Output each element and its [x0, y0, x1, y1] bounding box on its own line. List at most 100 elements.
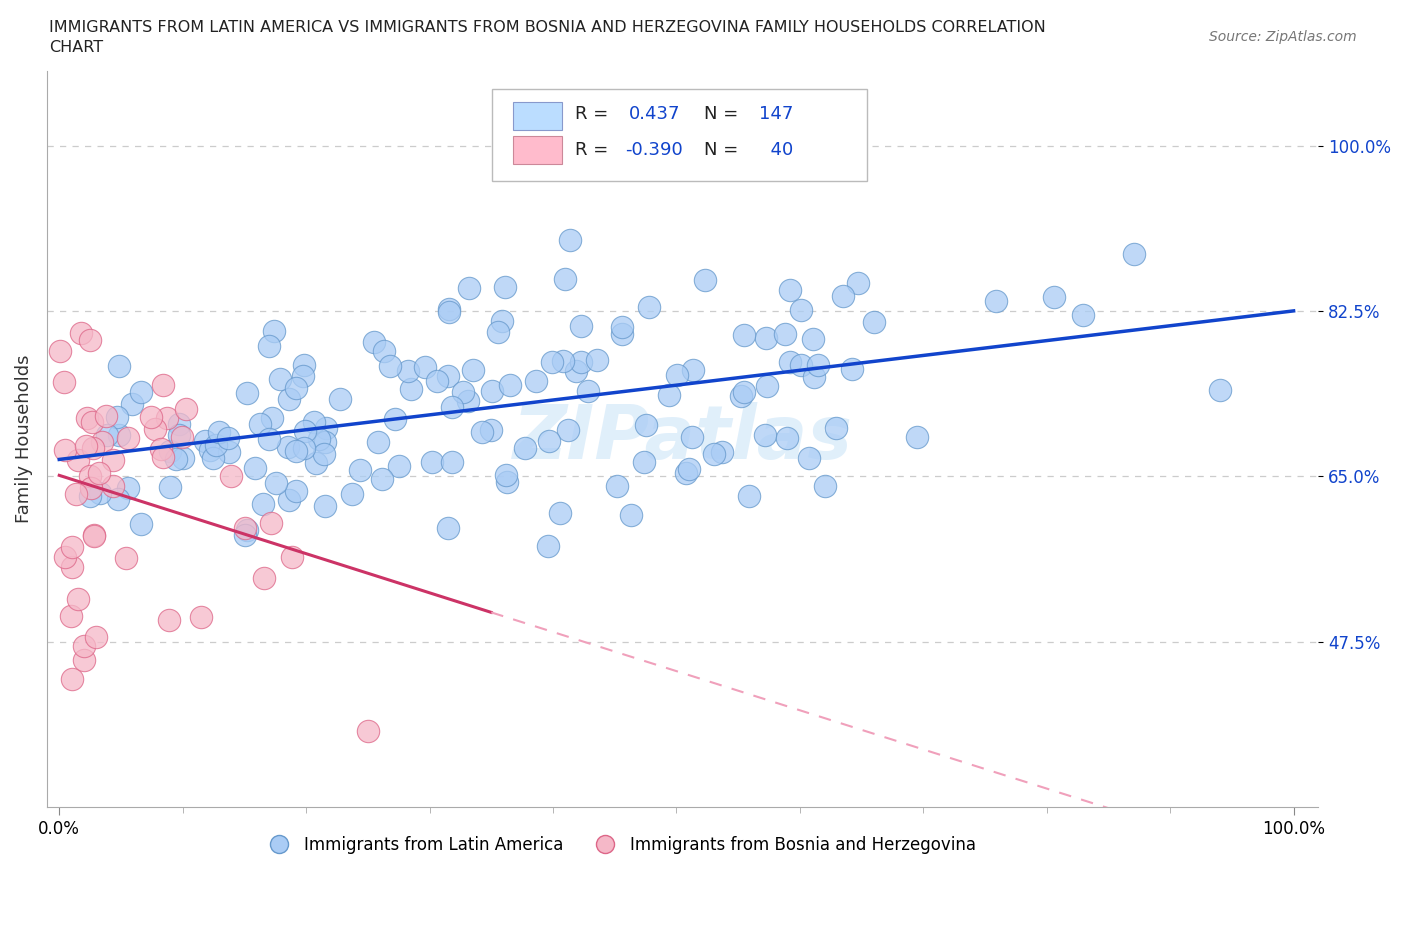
Point [201, 450, 224, 465]
Point [479, 422, 502, 437]
Point [219, 468, 242, 483]
Point [83, 527, 105, 542]
Point [79, 469, 101, 484]
Point [1071, 308, 1094, 323]
Point [269, 372, 291, 387]
Point [245, 461, 267, 476]
Point [439, 302, 461, 317]
Point [396, 364, 419, 379]
Point [121, 396, 143, 411]
Point [169, 428, 191, 443]
Text: R =: R = [575, 141, 607, 159]
Point [260, 516, 283, 531]
Point [371, 472, 394, 487]
Point [710, 445, 733, 459]
Point [733, 327, 755, 342]
Point [586, 352, 609, 367]
Point [89, 485, 111, 500]
Point [491, 314, 513, 329]
Point [378, 359, 401, 374]
Point [194, 434, 217, 449]
Point [152, 449, 174, 464]
Point [557, 422, 579, 437]
Point [294, 424, 316, 439]
Point [103, 452, 125, 467]
Point [79, 489, 101, 504]
Text: -0.390: -0.390 [626, 141, 683, 159]
Point [357, 724, 380, 738]
Point [481, 383, 503, 398]
Point [569, 354, 592, 369]
Point [779, 283, 801, 298]
Point [235, 528, 257, 543]
Point [69, 326, 91, 340]
Point [825, 420, 848, 435]
Point [384, 411, 406, 426]
Point [803, 370, 825, 385]
Point [399, 382, 422, 397]
Point [1123, 246, 1146, 261]
Point [537, 538, 560, 553]
Point [415, 359, 437, 374]
Point [105, 410, 128, 425]
Text: IMMIGRANTS FROM LATIN AMERICA VS IMMIGRANTS FROM BOSNIA AND HERZEGOVINA FAMILY H: IMMIGRANTS FROM LATIN AMERICA VS IMMIGRA… [49, 20, 1046, 35]
Point [277, 392, 299, 406]
Point [260, 410, 283, 425]
Point [73, 639, 96, 654]
Point [329, 392, 352, 406]
Point [82, 441, 104, 456]
Point [304, 415, 326, 430]
Point [157, 612, 180, 627]
Y-axis label: Family Households: Family Households [15, 354, 32, 523]
Point [280, 550, 302, 565]
Point [451, 384, 474, 399]
Point [314, 498, 336, 513]
Point [513, 441, 536, 456]
Point [292, 441, 315, 456]
Point [755, 330, 778, 345]
Point [149, 442, 172, 457]
Point [436, 521, 458, 536]
Point [108, 358, 131, 373]
Point [754, 428, 776, 443]
Point [172, 450, 194, 465]
Point [633, 455, 655, 470]
Point [79, 332, 101, 347]
Point [486, 325, 509, 339]
Text: N =: N = [704, 141, 738, 159]
Point [96, 428, 118, 443]
Point [264, 476, 287, 491]
Point [87, 466, 110, 481]
Point [558, 232, 581, 247]
Point [218, 445, 240, 459]
Text: Source: ZipAtlas.com: Source: ZipAtlas.com [1209, 30, 1357, 44]
Point [253, 570, 276, 585]
Point [205, 438, 228, 453]
Point [494, 279, 516, 294]
Point [96, 408, 118, 423]
Point [101, 478, 124, 493]
Point [277, 439, 299, 454]
Point [129, 385, 152, 400]
Point [437, 304, 460, 319]
Point [117, 480, 139, 495]
Point [208, 425, 231, 440]
Point [681, 430, 703, 445]
Point [65, 486, 87, 501]
Point [159, 480, 181, 495]
Point [53, 550, 76, 565]
Point [790, 303, 813, 318]
Point [495, 467, 517, 482]
Point [108, 428, 131, 443]
Point [174, 402, 197, 417]
Point [471, 424, 494, 439]
Point [457, 393, 479, 408]
Point [846, 275, 869, 290]
Point [84, 630, 107, 644]
Point [236, 385, 259, 400]
Point [284, 380, 307, 395]
Point [790, 358, 813, 373]
Point [832, 289, 855, 304]
Point [53, 375, 76, 390]
Point [60, 559, 83, 574]
